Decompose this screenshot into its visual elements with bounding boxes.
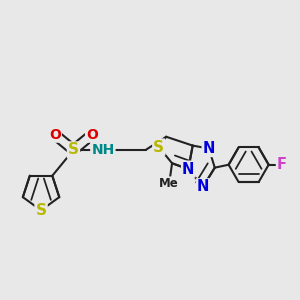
Text: O: O	[86, 128, 98, 142]
Text: N: N	[182, 162, 194, 177]
Text: S: S	[68, 142, 79, 158]
Text: S: S	[36, 203, 46, 218]
Text: NH: NH	[91, 143, 115, 157]
Text: N: N	[203, 141, 215, 156]
Text: F: F	[277, 157, 287, 172]
Text: Me: Me	[159, 177, 179, 190]
Text: N: N	[197, 179, 209, 194]
Text: S: S	[153, 140, 164, 154]
Text: O: O	[49, 128, 61, 142]
